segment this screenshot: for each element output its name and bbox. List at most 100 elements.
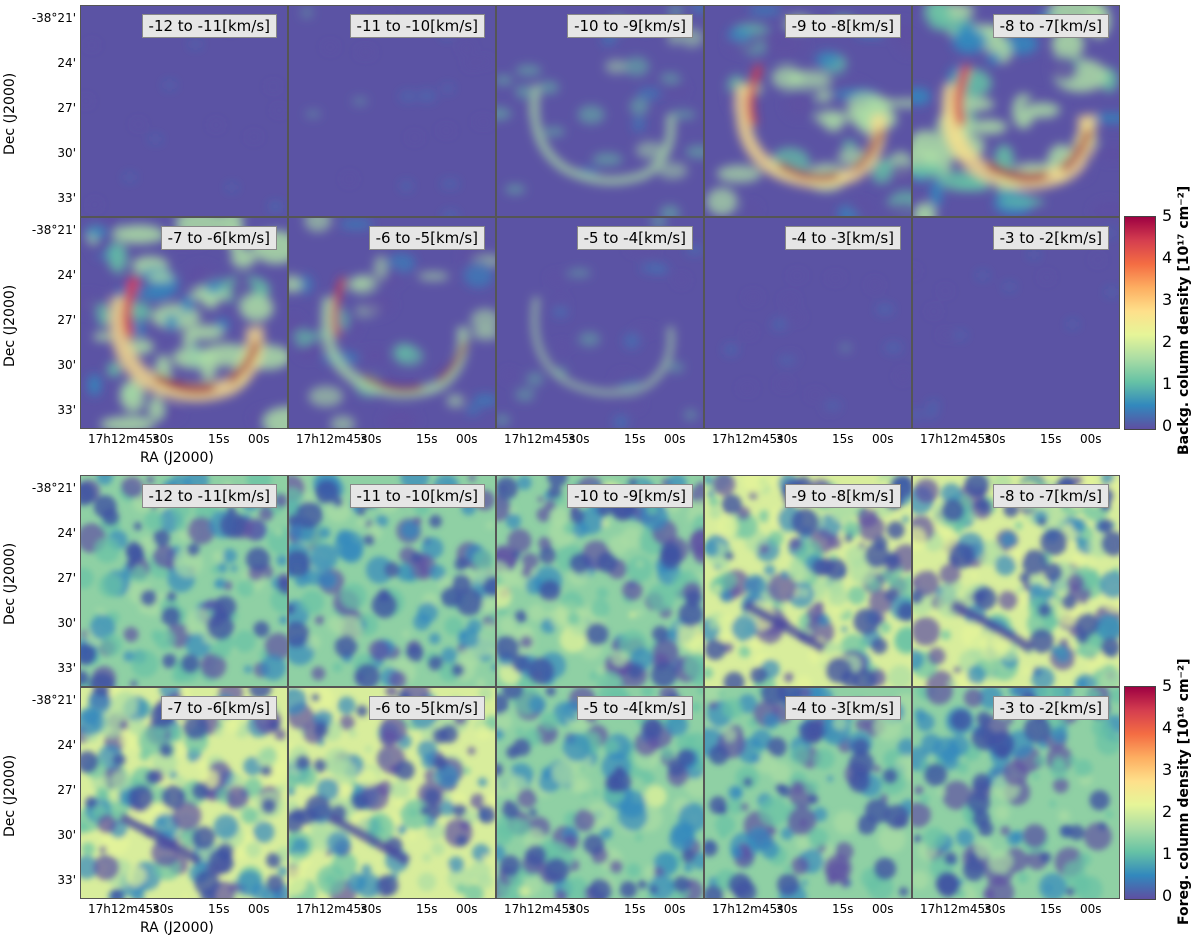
ra-tick-label: 00s <box>1080 432 1102 446</box>
velocity-range-label: -5 to -4[km/s] <box>576 696 693 720</box>
column-density-map <box>81 688 287 898</box>
dec-tick-label: 27' <box>57 313 76 327</box>
ra-tick-label: 15s <box>1040 432 1062 446</box>
ra-tick-label: 30s <box>776 432 798 446</box>
ra-tick-label: 17h12m45s <box>920 432 992 446</box>
velocity-channel-panel: -5 to -4[km/s] <box>496 687 704 899</box>
ra-tick-label: 00s <box>456 902 478 916</box>
velocity-range-label: -6 to -5[km/s] <box>368 696 485 720</box>
ra-tick-label: 30s <box>568 902 590 916</box>
dec-tick-label: -38°21' <box>31 11 76 25</box>
dec-tick-label: 27' <box>57 783 76 797</box>
colorbar-tick-label: 0 <box>1162 886 1173 905</box>
column-density-map <box>705 476 911 686</box>
dec-tick-label: 30' <box>57 358 76 372</box>
velocity-range-label: -11 to -10[km/s] <box>349 14 485 38</box>
column-density-map <box>913 218 1119 428</box>
column-density-map <box>289 218 495 428</box>
velocity-channel-panel: -11 to -10[km/s] <box>288 475 496 687</box>
velocity-range-label: -12 to -11[km/s] <box>141 484 277 508</box>
dec-tick-label: 24' <box>57 526 76 540</box>
velocity-channel-panel: -6 to -5[km/s] <box>288 217 496 429</box>
ra-axis-label: RA (J2000) <box>140 920 214 936</box>
ra-tick-label: 30s <box>360 902 382 916</box>
column-density-map <box>289 6 495 216</box>
ra-tick-label: 00s <box>872 432 894 446</box>
velocity-channel-panel: -7 to -6[km/s] <box>80 217 288 429</box>
ra-tick-label: 00s <box>872 902 894 916</box>
panel-background <box>81 6 287 216</box>
dec-tick-label: 30' <box>57 146 76 160</box>
dec-tick-label: 30' <box>57 616 76 630</box>
velocity-channel-panel: -4 to -3[km/s] <box>704 687 912 899</box>
velocity-channel-panel: -7 to -6[km/s] <box>80 687 288 899</box>
colorbar-tick-label: 3 <box>1162 290 1173 309</box>
ra-tick-label: 17h12m45s <box>296 902 368 916</box>
ra-tick-label: 00s <box>456 432 478 446</box>
colorbar-tick-label: 0 <box>1162 416 1173 435</box>
panel-background <box>289 6 495 216</box>
column-density-map <box>913 6 1119 216</box>
ra-tick-label: 15s <box>832 902 854 916</box>
column-density-map <box>497 6 703 216</box>
velocity-range-label: -10 to -9[km/s] <box>567 14 693 38</box>
velocity-range-label: -5 to -4[km/s] <box>576 226 693 250</box>
ra-tick-label: 30s <box>568 432 590 446</box>
colorbar-tick-label: 4 <box>1162 718 1173 737</box>
velocity-range-label: -4 to -3[km/s] <box>784 226 901 250</box>
colorbar-tick-label: 1 <box>1162 374 1173 393</box>
colorbar-tick-label: 5 <box>1162 676 1173 695</box>
ra-tick-label: 00s <box>1080 902 1102 916</box>
ra-tick-label: 00s <box>664 432 686 446</box>
ra-tick-label: 30s <box>360 432 382 446</box>
column-density-map <box>81 218 287 428</box>
velocity-range-label: -8 to -7[km/s] <box>992 484 1109 508</box>
velocity-channel-panel: -6 to -5[km/s] <box>288 687 496 899</box>
colorbar-tick-label: 5 <box>1162 206 1173 225</box>
ra-tick-label: 17h12m45s <box>712 432 784 446</box>
velocity-channel-panel: -9 to -8[km/s] <box>704 5 912 217</box>
velocity-channel-panel: -8 to -7[km/s] <box>912 5 1120 217</box>
ra-tick-label: 15s <box>832 432 854 446</box>
ra-tick-label: 30s <box>776 902 798 916</box>
velocity-channel-panel: -3 to -2[km/s] <box>912 217 1120 429</box>
dec-tick-label: 33' <box>57 661 76 675</box>
ra-tick-label: 15s <box>1040 902 1062 916</box>
velocity-channel-panel: -9 to -8[km/s] <box>704 475 912 687</box>
ra-tick-label: 30s <box>152 902 174 916</box>
velocity-range-label: -3 to -2[km/s] <box>992 226 1109 250</box>
velocity-channel-panel: -5 to -4[km/s] <box>496 217 704 429</box>
dec-tick-label: 33' <box>57 191 76 205</box>
velocity-channel-panel: -4 to -3[km/s] <box>704 217 912 429</box>
velocity-channel-panel: -10 to -9[km/s] <box>496 475 704 687</box>
velocity-range-label: -7 to -6[km/s] <box>160 696 277 720</box>
column-density-map <box>289 476 495 686</box>
ra-tick-label: 15s <box>208 902 230 916</box>
ra-tick-label: 15s <box>624 902 646 916</box>
colorbar-tick-label: 4 <box>1162 248 1173 267</box>
ra-tick-label: 17h12m45s <box>88 432 160 446</box>
column-density-map <box>705 218 911 428</box>
ra-tick-label: 15s <box>416 432 438 446</box>
dec-axis-label: Dec (J2000) <box>2 542 18 625</box>
dec-axis-label: Dec (J2000) <box>2 754 18 837</box>
ra-tick-label: 00s <box>248 432 270 446</box>
velocity-channel-panel: -12 to -11[km/s] <box>80 475 288 687</box>
ra-tick-label: 30s <box>152 432 174 446</box>
velocity-range-label: -12 to -11[km/s] <box>141 14 277 38</box>
colorbar-tick-label: 2 <box>1162 332 1173 351</box>
dec-tick-label: -38°21' <box>31 223 76 237</box>
panel-background <box>705 218 911 428</box>
colorbar <box>1124 216 1156 430</box>
velocity-channel-panel: -11 to -10[km/s] <box>288 5 496 217</box>
dec-tick-label: 24' <box>57 738 76 752</box>
velocity-range-label: -10 to -9[km/s] <box>567 484 693 508</box>
ra-tick-label: 30s <box>984 432 1006 446</box>
ra-tick-label: 17h12m45s <box>504 432 576 446</box>
velocity-range-label: -6 to -5[km/s] <box>368 226 485 250</box>
velocity-range-label: -4 to -3[km/s] <box>784 696 901 720</box>
dec-tick-label: 33' <box>57 873 76 887</box>
colorbar-tick-label: 2 <box>1162 802 1173 821</box>
ra-tick-label: 00s <box>664 902 686 916</box>
velocity-channel-panel: -10 to -9[km/s] <box>496 5 704 217</box>
